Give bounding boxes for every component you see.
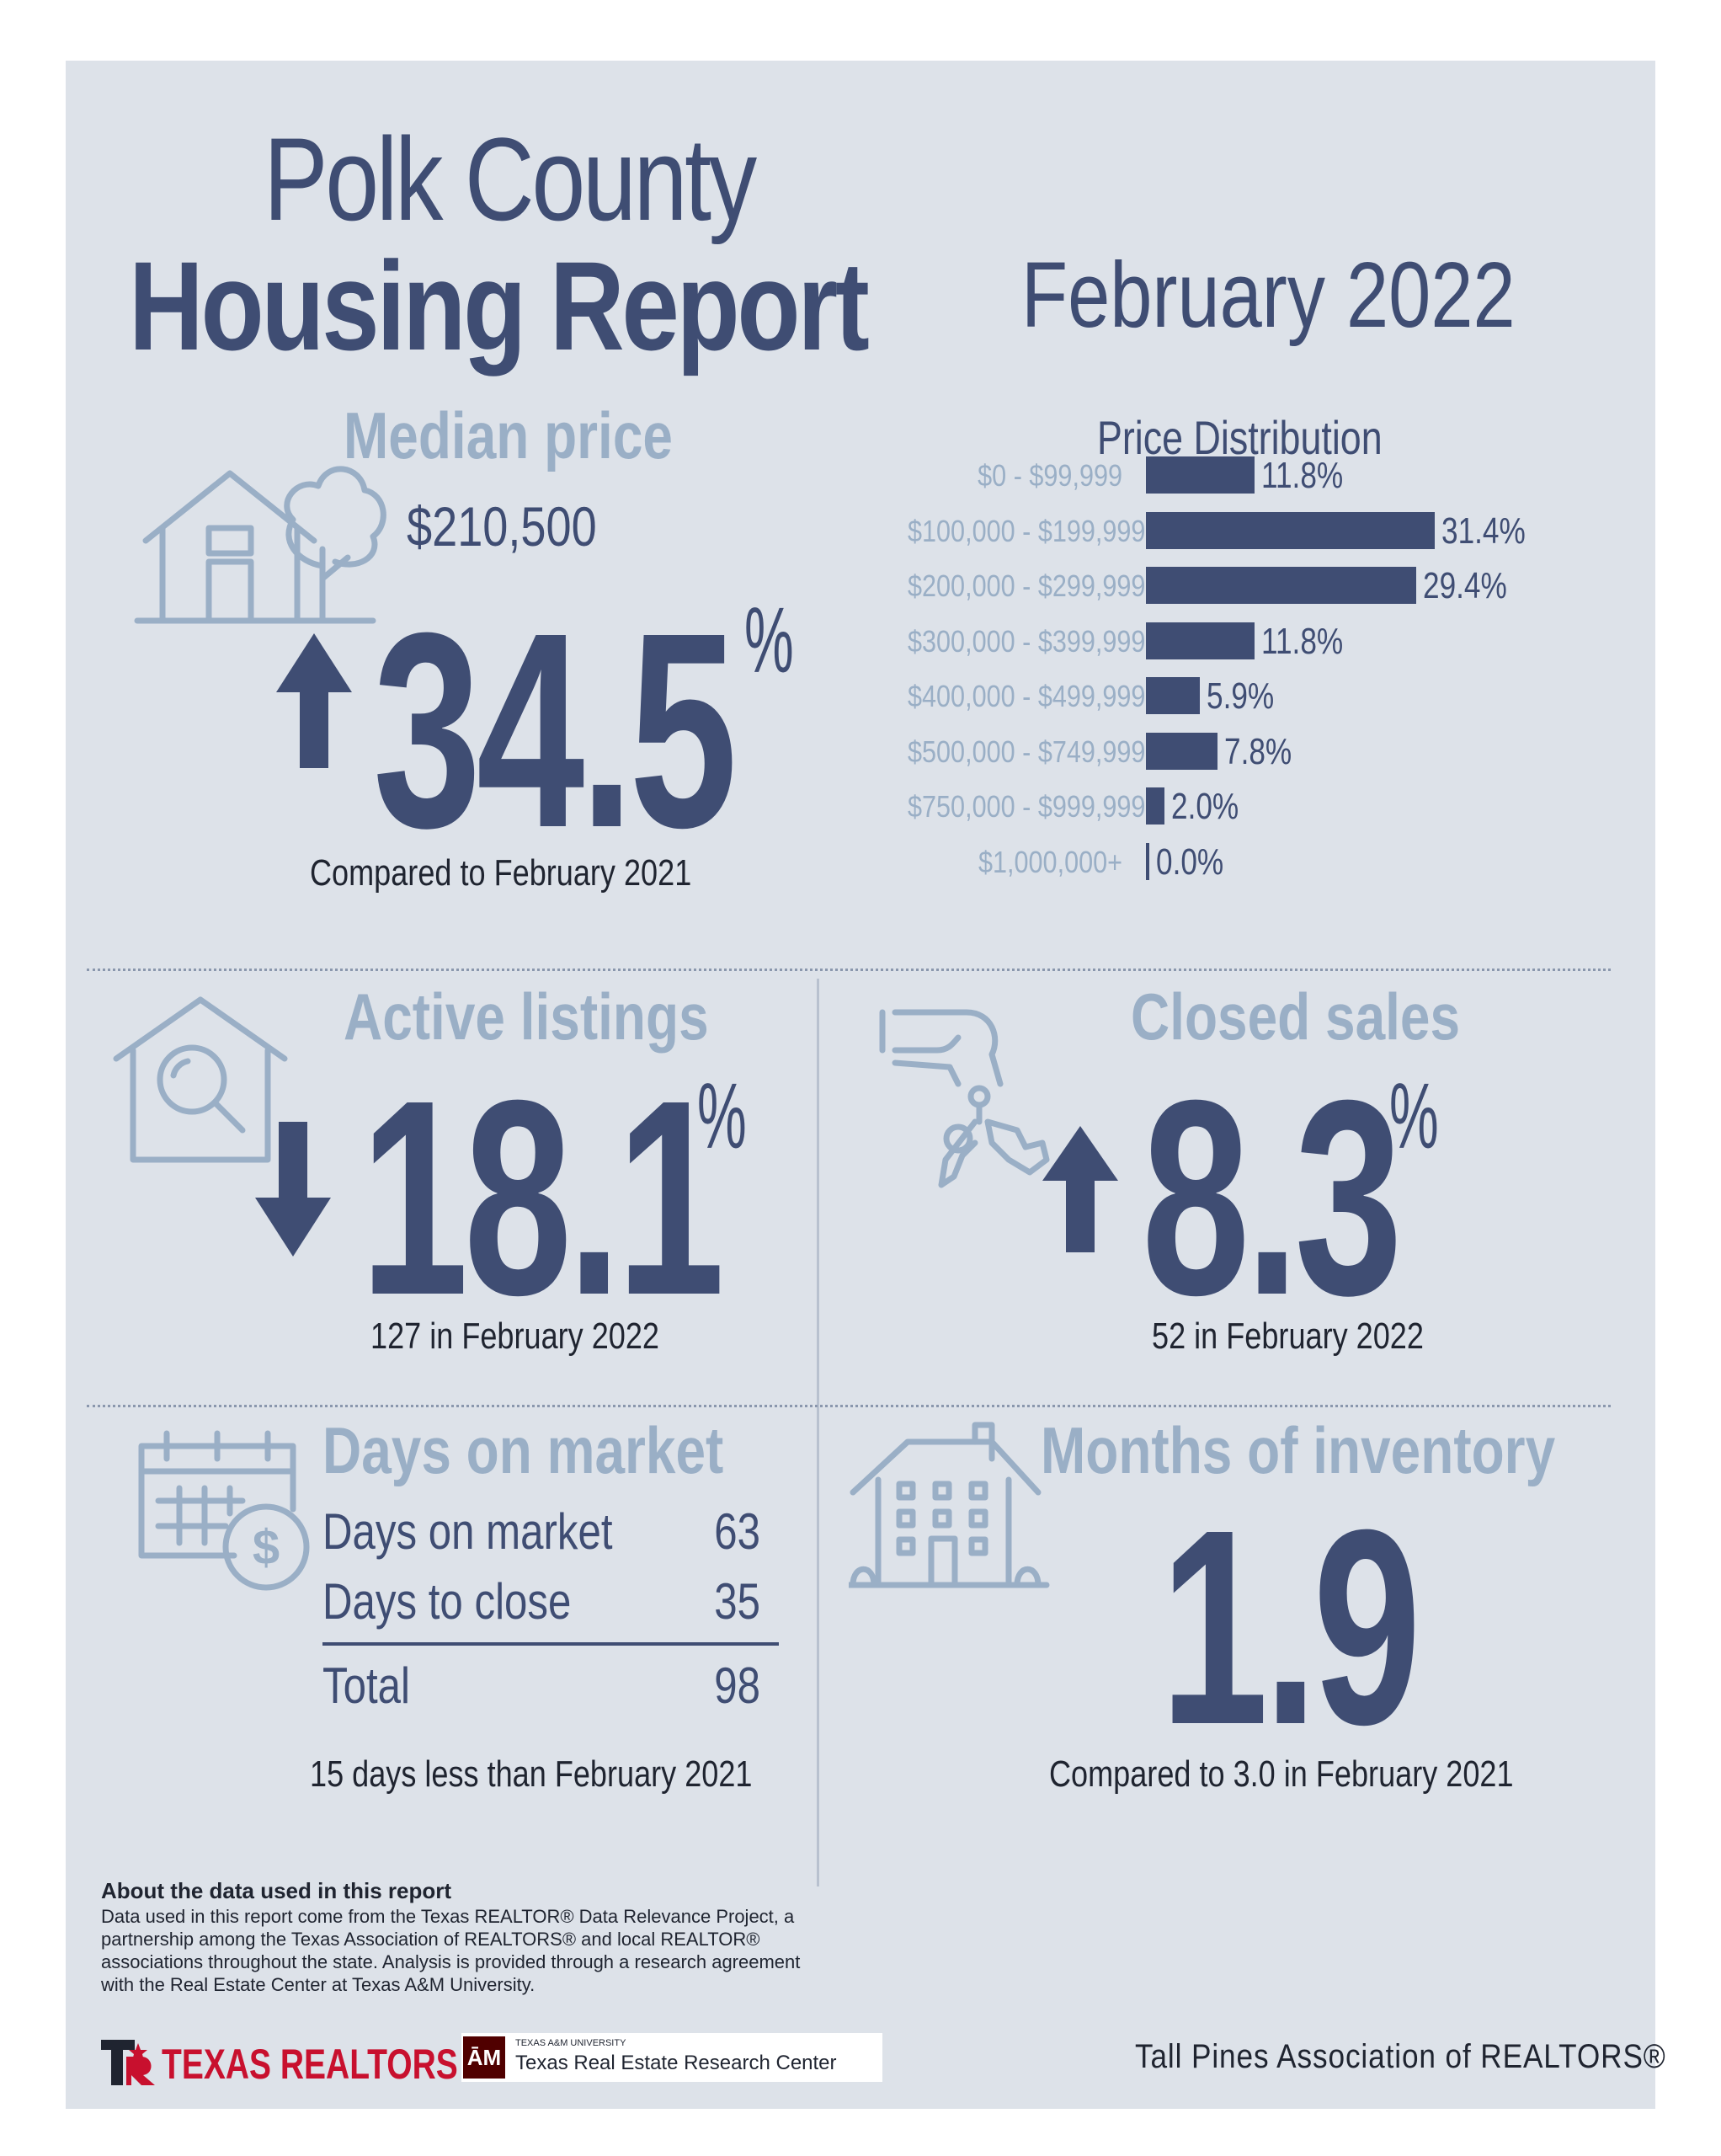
closed-sales-note: 52 in February 2022 bbox=[1152, 1315, 1424, 1357]
svg-text:$: $ bbox=[253, 1520, 280, 1575]
calendar-dollar-icon: $ bbox=[138, 1430, 310, 1591]
price-bar-value: 31.4% bbox=[1441, 510, 1526, 552]
tamu-center-label: Texas Real Estate Research Center bbox=[515, 2052, 837, 2074]
price-bar bbox=[1146, 677, 1201, 714]
divider-vertical bbox=[817, 979, 819, 1886]
median-price-value: $210,500 bbox=[407, 495, 597, 558]
dom-total-value: 98 bbox=[714, 1657, 760, 1714]
price-range-label: $750,000 - $999,999 bbox=[908, 789, 1146, 824]
dom-row-label-2: Days to close bbox=[322, 1573, 572, 1630]
price-bar-value: 5.9% bbox=[1207, 675, 1275, 717]
hand-keys-icon bbox=[879, 1009, 1050, 1188]
days-on-market-note: 15 days less than February 2021 bbox=[310, 1753, 753, 1795]
tamu-university-label: TEXAS A&M UNIVERSITY bbox=[515, 2038, 626, 2048]
apartment-building-icon bbox=[849, 1422, 1050, 1588]
median-price-change: 34.5 bbox=[373, 574, 738, 885]
price-range-label: $100,000 - $199,999 bbox=[908, 513, 1146, 548]
price-bar-value: 11.8% bbox=[1260, 620, 1344, 662]
price-range-label: $400,000 - $499,999 bbox=[908, 679, 1146, 713]
texas-realtors-wordmark: TEXAS REALTORS bbox=[162, 2041, 458, 2088]
price-distribution-heading: Price Distribution bbox=[1097, 411, 1383, 464]
closed-sales-change: 8.3 bbox=[1142, 1042, 1403, 1353]
price-range-label: $0 - $99,999 bbox=[978, 458, 1122, 493]
report-title: Housing Report bbox=[129, 235, 870, 376]
report-title-county: Polk County bbox=[264, 113, 757, 245]
price-bar bbox=[1146, 511, 1435, 549]
price-bar-value: 0.0% bbox=[1156, 841, 1224, 883]
dom-row-value-2: 35 bbox=[714, 1573, 760, 1630]
price-bar bbox=[1146, 622, 1255, 659]
price-range-label: $500,000 - $749,999 bbox=[908, 734, 1146, 769]
tamu-logo-box: ĀM TEXAS A&M UNIVERSITY Texas Real Estat… bbox=[461, 2033, 882, 2082]
texas-realtors-logo-icon bbox=[101, 2040, 155, 2085]
median-price-heading: Median price bbox=[344, 398, 673, 472]
dom-row-value-1: 63 bbox=[714, 1503, 760, 1560]
down-arrow-icon bbox=[255, 1122, 331, 1257]
about-text: Data used in this report come from the T… bbox=[101, 1906, 801, 1995]
price-bar bbox=[1146, 787, 1164, 825]
months-inventory-heading: Months of inventory bbox=[1041, 1413, 1556, 1487]
house-search-icon bbox=[113, 996, 288, 1163]
price-bar-value: 11.8% bbox=[1260, 455, 1344, 496]
price-bar-value: 7.8% bbox=[1224, 730, 1292, 772]
price-range-label: $1,000,000+ bbox=[978, 844, 1122, 879]
active-listings-heading: Active listings bbox=[344, 979, 709, 1054]
price-bar-value: 2.0% bbox=[1170, 786, 1239, 827]
median-price-percent-sign: % bbox=[744, 589, 794, 692]
months-inventory-value: 1.9 bbox=[1160, 1471, 1421, 1782]
days-on-market-heading: Days on market bbox=[322, 1413, 724, 1487]
dom-total-label: Total bbox=[322, 1657, 410, 1714]
price-bar bbox=[1146, 732, 1218, 770]
months-inventory-note: Compared to 3.0 in February 2021 bbox=[1049, 1753, 1514, 1795]
divider-middle bbox=[87, 1405, 1611, 1407]
active-listings-note: 127 in February 2022 bbox=[370, 1315, 659, 1357]
active-listings-percent-sign: % bbox=[697, 1065, 747, 1168]
closed-sales-heading: Closed sales bbox=[1131, 979, 1461, 1054]
report-period: February 2022 bbox=[1021, 243, 1516, 347]
dom-row-label-1: Days on market bbox=[322, 1503, 613, 1560]
up-arrow-icon bbox=[1042, 1126, 1118, 1252]
house-tree-icon bbox=[134, 466, 386, 624]
up-arrow-icon bbox=[276, 633, 352, 768]
active-listings-change: 18.1 bbox=[360, 1042, 725, 1353]
about-heading: About the data used in this report bbox=[101, 1878, 452, 1903]
closed-sales-percent-sign: % bbox=[1389, 1065, 1439, 1168]
tamu-logo-icon: ĀM bbox=[463, 2036, 505, 2079]
dom-total-rule bbox=[322, 1642, 779, 1646]
divider-top bbox=[87, 969, 1611, 971]
association-name: Tall Pines Association of REALTORS® bbox=[1135, 2038, 1666, 2075]
price-range-label: $300,000 - $399,999 bbox=[908, 623, 1146, 659]
price-bar-value: 29.4% bbox=[1423, 565, 1507, 606]
price-bar bbox=[1146, 456, 1255, 494]
price-range-label: $200,000 - $299,999 bbox=[908, 568, 1146, 603]
report-sheet: Polk County Housing Report February 2022… bbox=[66, 61, 1665, 2109]
price-bar bbox=[1146, 567, 1417, 604]
median-price-comparison: Compared to February 2021 bbox=[310, 852, 692, 894]
price-bar bbox=[1146, 842, 1149, 880]
